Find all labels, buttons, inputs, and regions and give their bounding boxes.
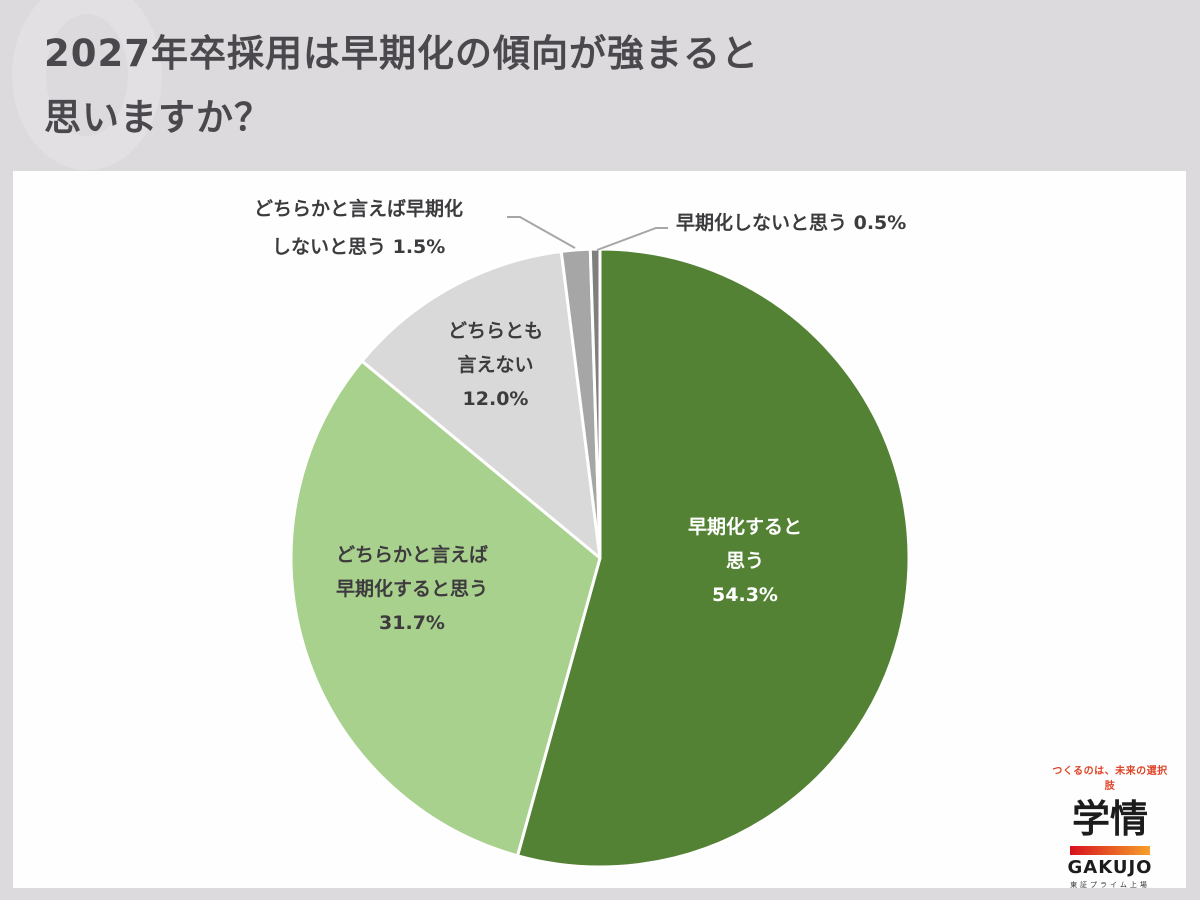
pie-slices bbox=[289, 247, 911, 869]
logo-listed: 東証プライム上場 bbox=[1070, 881, 1150, 889]
logo-tagline: つくるのは、未来の選択肢 bbox=[1052, 766, 1168, 792]
label-slice-somewhat-not-early: どちらかと言えば早期化 しないと思う 1.5% bbox=[254, 198, 464, 258]
logo-kanji: 学情 bbox=[1071, 797, 1148, 841]
leader-line-s4 bbox=[507, 216, 576, 249]
pie-slice-2 bbox=[289, 359, 602, 858]
title-line-1: 2027年卒採用は早期化の傾向が強まると bbox=[44, 32, 759, 75]
pie-slice-3 bbox=[360, 249, 602, 560]
leader-line-s5 bbox=[596, 227, 668, 251]
logo-brand: GAKUJO bbox=[1067, 857, 1153, 878]
logo-gradient-bar bbox=[1070, 846, 1150, 855]
label-slice-somewhat-early: どちらかと言えば 早期化すると思う 31.7% bbox=[336, 544, 489, 634]
title-line-2: 思いますか？ bbox=[44, 96, 272, 139]
page-title: 2027年卒採用は早期化の傾向が強まると 思いますか？ bbox=[44, 22, 759, 150]
label-slice-early: 早期化すると 思う 54.3% bbox=[688, 516, 803, 606]
label-slice-not-early: 早期化しないと思う 0.5% bbox=[676, 212, 907, 234]
pie-slice-1 bbox=[516, 247, 911, 869]
gakujo-logo: つくるのは、未来の選択肢 学情 GAKUJO 東証プライム上場 bbox=[1050, 762, 1170, 890]
label-slice-neutral: どちらとも 言えない 12.0% bbox=[448, 320, 544, 410]
